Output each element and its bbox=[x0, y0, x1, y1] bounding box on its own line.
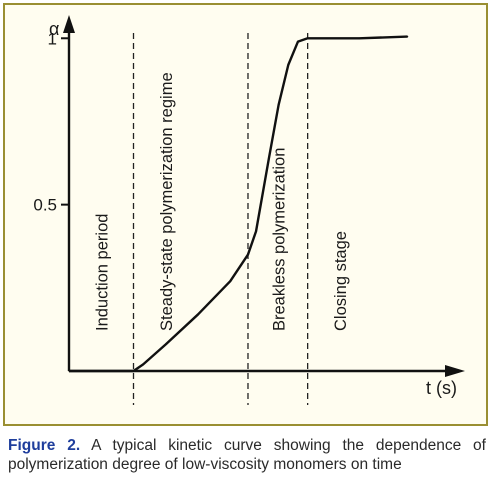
curve-point-5 bbox=[197, 313, 199, 316]
x-axis-arrow bbox=[445, 365, 465, 377]
curve-point-16 bbox=[407, 36, 409, 38]
stage-boundaries bbox=[132, 33, 309, 405]
region-label-1: Induction period bbox=[93, 214, 111, 331]
curve-point-10 bbox=[278, 104, 280, 106]
kinetic-curve-line bbox=[69, 35, 408, 373]
curve-point-3 bbox=[142, 363, 144, 365]
region-label-2: Steady-state polymerization regime bbox=[158, 72, 176, 331]
y-ticks: 0.51 bbox=[33, 29, 69, 215]
caption-text: A typical kinetic curve showing the depe… bbox=[8, 437, 486, 473]
curve-point-9 bbox=[268, 157, 270, 159]
curve-point-12 bbox=[297, 41, 299, 43]
series bbox=[68, 35, 409, 373]
region-label-4: Closing stage bbox=[332, 231, 350, 331]
curve-point-14 bbox=[326, 37, 328, 39]
curve-point-11 bbox=[287, 64, 289, 66]
x-axis-label: t (s) bbox=[426, 378, 457, 398]
region-label-3: Breakless polymerization bbox=[271, 148, 289, 331]
figure-frame: 0.5 1 α t (s) Induction period Steady-stat… bbox=[3, 3, 488, 426]
y-tick-label-2: 1 bbox=[48, 29, 57, 48]
curve-point-7 bbox=[247, 253, 249, 256]
curve-point-8 bbox=[255, 230, 257, 232]
y-tick-label-1: 0.5 bbox=[33, 196, 57, 215]
curve-point-13 bbox=[307, 37, 309, 39]
kinetic-curve-chart: 0.51 α t (s) Induction period Steady-stat… bbox=[33, 15, 465, 405]
axes bbox=[63, 15, 465, 377]
curve-point-15 bbox=[358, 37, 360, 39]
y-axis-arrow bbox=[63, 15, 75, 33]
curve-point-4 bbox=[165, 343, 167, 345]
curve-point-6 bbox=[229, 280, 231, 282]
figure-caption: Figure 2. A typical kinetic curve showin… bbox=[8, 436, 486, 474]
figure-label: Figure 2. bbox=[8, 437, 81, 454]
region-labels: Induction period Steady-state polymerizat… bbox=[93, 72, 350, 331]
y-axis-label: α bbox=[49, 19, 59, 39]
curve-point-2 bbox=[132, 370, 135, 372]
curve-point-1 bbox=[68, 370, 70, 372]
